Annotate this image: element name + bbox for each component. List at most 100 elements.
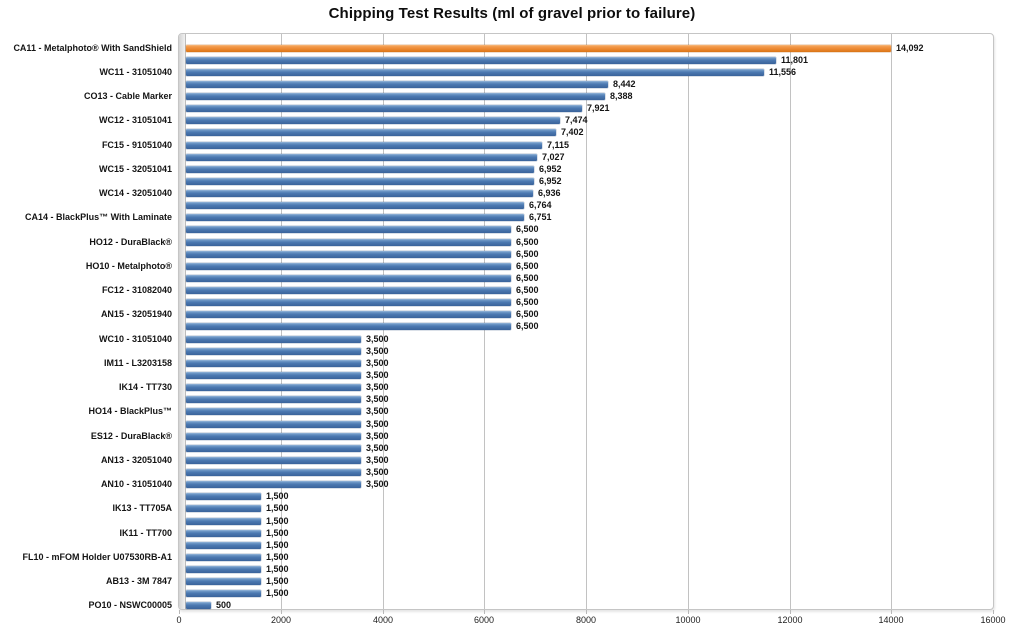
- gridline: [281, 34, 282, 609]
- bar-value-label: 6,500: [516, 321, 539, 332]
- bar: [186, 214, 524, 222]
- bar-value-label: 3,500: [366, 467, 389, 478]
- bar-value-label: 3,500: [366, 406, 389, 417]
- x-tick-label: 10000: [675, 615, 701, 625]
- bar: [186, 335, 361, 343]
- bar-value-label: 6,952: [539, 163, 562, 174]
- bar: [186, 141, 542, 149]
- bar-value-label: 6,952: [539, 175, 562, 186]
- bar: [186, 456, 361, 464]
- category-label: HO14 - BlackPlus™: [88, 406, 172, 417]
- bar: [186, 105, 582, 113]
- bar-value-label: 3,500: [366, 418, 389, 429]
- bar-value-label: 7,027: [542, 151, 565, 162]
- bar-value-label: 7,402: [561, 127, 584, 138]
- gridline: [484, 34, 485, 609]
- bar: [186, 56, 776, 64]
- bar-value-label: 1,500: [266, 503, 289, 514]
- bar: [186, 93, 605, 101]
- bar: [186, 129, 556, 137]
- x-axis-tick: [790, 610, 791, 614]
- category-label: ES12 - DuraBlack®: [90, 430, 172, 441]
- bar: [186, 250, 511, 258]
- bar-value-label: 6,500: [516, 248, 539, 259]
- bar-value-label: 6,500: [516, 297, 539, 308]
- category-label: IM11 - L3203158: [103, 357, 172, 368]
- bar: [186, 505, 261, 513]
- bar-highlighted: [186, 44, 891, 52]
- category-label: HO10 - Metalphoto®: [85, 260, 172, 271]
- gridline: [891, 34, 892, 609]
- bar-value-label: 1,500: [266, 564, 289, 575]
- bar-value-label: 6,500: [516, 285, 539, 296]
- x-tick-label: 8000: [575, 615, 597, 625]
- bar: [186, 226, 511, 234]
- bar: [186, 517, 261, 525]
- bar-value-label: 6,500: [516, 236, 539, 247]
- category-label: WC12 - 31051041: [98, 115, 172, 126]
- gridline: [586, 34, 587, 609]
- bar-value-label: 14,092: [896, 42, 924, 53]
- x-tick-label: 16000: [980, 615, 1006, 625]
- category-label: FL10 - mFOM Holder U07530RB-A1: [22, 551, 172, 562]
- bar: [186, 299, 511, 307]
- bar-value-label: 1,500: [266, 527, 289, 538]
- bar-value-label: 7,474: [565, 115, 588, 126]
- bar: [186, 396, 361, 404]
- category-label: CO13 - Cable Marker: [83, 91, 172, 102]
- bar: [186, 469, 361, 477]
- bar: [186, 384, 361, 392]
- bar: [186, 177, 534, 185]
- bar-value-label: 3,500: [366, 382, 389, 393]
- category-label: IK13 - TT705A: [112, 503, 172, 514]
- x-axis-tick: [688, 610, 689, 614]
- bar-value-label: 6,500: [516, 260, 539, 271]
- category-label: CA14 - BlackPlus™ With Laminate: [25, 212, 172, 223]
- bar: [186, 117, 560, 125]
- gridline: [790, 34, 791, 609]
- bar-value-label: 6,936: [538, 188, 561, 199]
- bar: [186, 80, 608, 88]
- bar-value-label: 3,500: [366, 479, 389, 490]
- bar: [186, 420, 361, 428]
- x-tick-label: 2000: [270, 615, 292, 625]
- gridline: [688, 34, 689, 609]
- bar-value-label: 500: [216, 600, 232, 611]
- bar: [186, 323, 511, 331]
- bar-value-label: 3,500: [366, 430, 389, 441]
- bar: [186, 262, 511, 270]
- bar-value-label: 6,500: [516, 224, 539, 235]
- bar: [186, 359, 361, 367]
- bar: [186, 153, 537, 161]
- plot-area: 14,092 11,801 11,556 8,442 8,388 7,921 7,474 7,…: [178, 33, 994, 610]
- bar-value-label: 8,442: [613, 78, 636, 89]
- x-axis-tick: [179, 610, 180, 614]
- bar: [186, 444, 361, 452]
- category-label: AN13 - 32051040: [100, 454, 172, 465]
- bar-value-label: 1,500: [266, 491, 289, 502]
- bar: [186, 202, 524, 210]
- bar-value-label: 7,115: [547, 139, 570, 150]
- bar: [186, 372, 361, 379]
- bar-value-label: 1,500: [266, 551, 289, 562]
- category-label: AB13 - 3M 7847: [105, 576, 172, 587]
- bar-value-label: 3,500: [366, 442, 389, 453]
- category-label: IK11 - TT700: [119, 527, 172, 538]
- bar: [186, 493, 261, 501]
- bar-value-label: 7,921: [587, 103, 610, 114]
- bar: [186, 287, 511, 295]
- x-axis-tick: [891, 610, 892, 614]
- bar-value-label: 3,500: [366, 333, 389, 344]
- category-label: IK14 - TT730: [118, 382, 172, 393]
- category-label: AN10 - 31051040: [100, 479, 172, 490]
- bar-value-label: 1,500: [266, 576, 289, 587]
- x-axis-tick: [484, 610, 485, 614]
- bar: [186, 590, 261, 598]
- chart-title: Chipping Test Results (ml of gravel prio…: [328, 5, 696, 22]
- x-tick-label: 4000: [372, 615, 394, 625]
- category-label: WC15 - 32051041: [98, 163, 172, 174]
- category-label: PO10 - NSWC00005: [88, 600, 172, 611]
- category-label: CA11 - Metalphoto® With SandShield: [13, 42, 172, 53]
- x-axis-tick: [281, 610, 282, 614]
- x-axis-tick: [383, 610, 384, 614]
